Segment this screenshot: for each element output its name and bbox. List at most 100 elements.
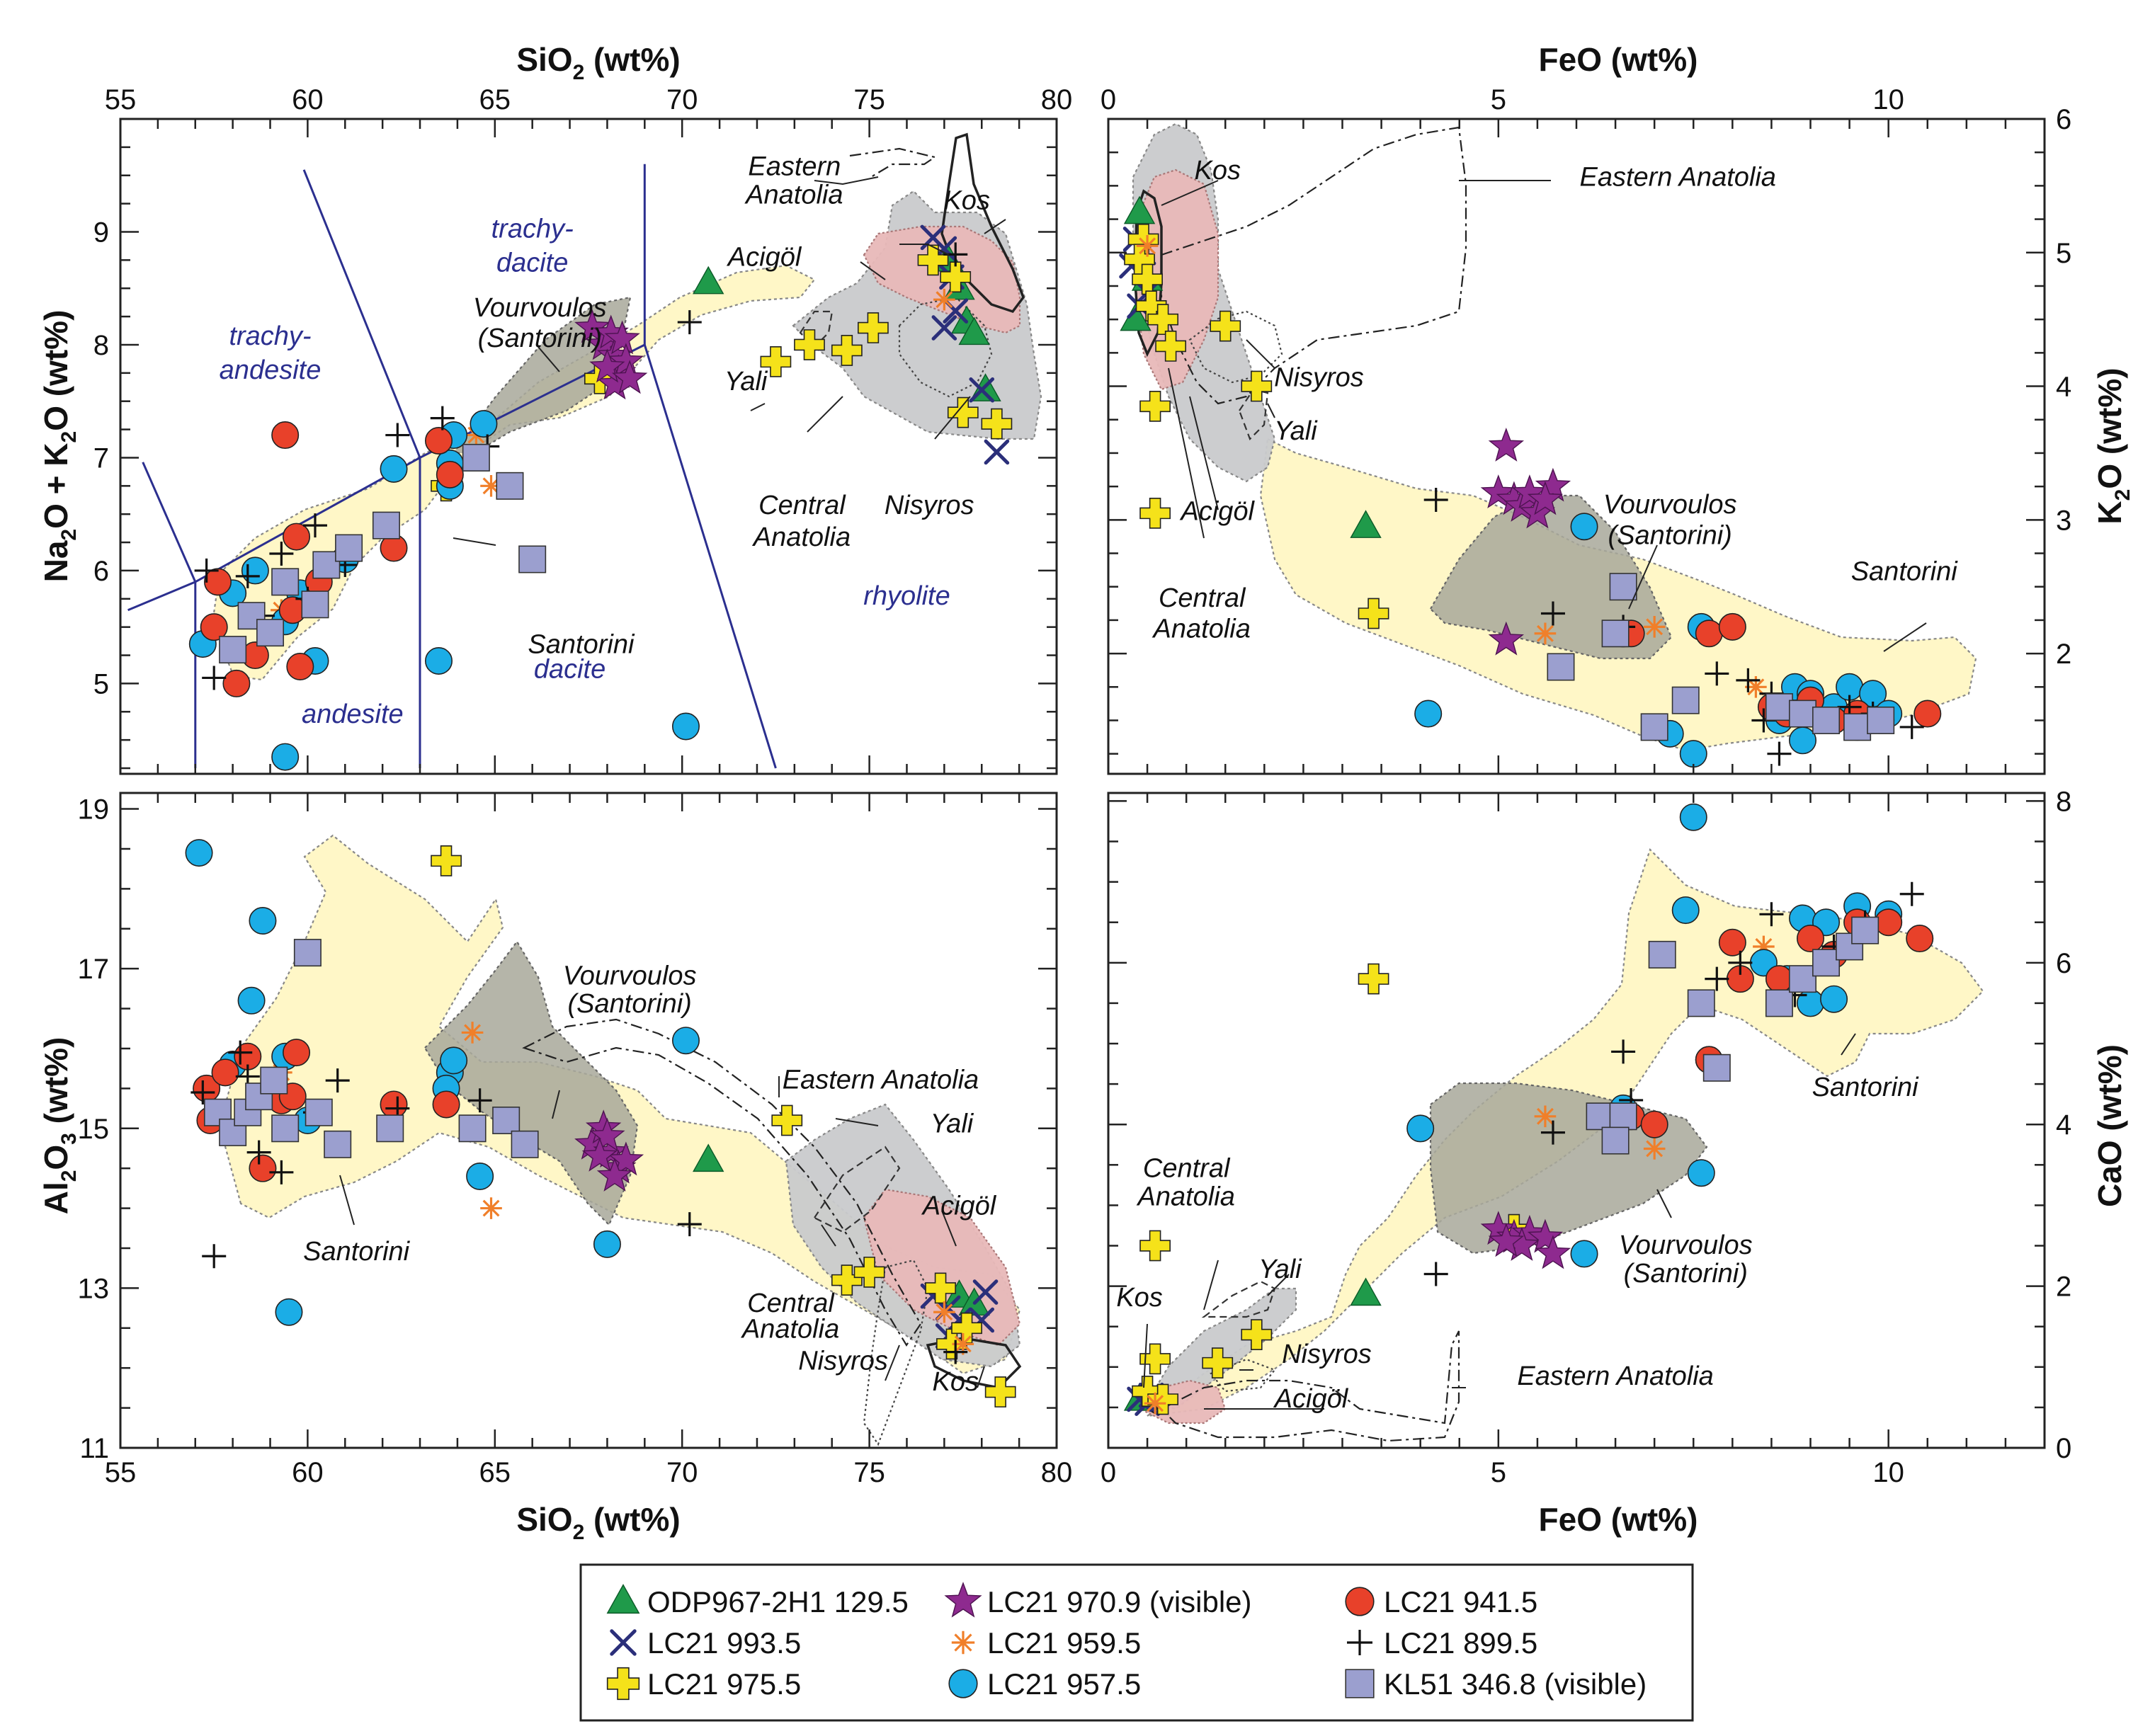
- data-point-plus: [202, 666, 227, 690]
- data-point-star: [581, 1137, 618, 1172]
- panel-cao-feo: 0 5 10 0 2 4 6 8 FeO (wt%) CaO (wt%) Santorini C…: [1101, 786, 2128, 1538]
- data-point-square: [260, 1066, 288, 1095]
- legend-marker-star: [944, 1582, 982, 1618]
- legend-label: LC21 993.5: [647, 1626, 801, 1660]
- region-label: Acigöl: [1273, 1384, 1349, 1414]
- data-point-star: [1480, 474, 1517, 509]
- data-point-square: [1601, 1126, 1630, 1155]
- y-tick-label: 5: [93, 668, 109, 699]
- k2o-region-labels: Kos Eastern Anatolia Nisyros Yali Acigöl Vour…: [1152, 156, 1959, 652]
- data-point-square: [492, 1107, 521, 1135]
- data-point-plus: [246, 1140, 271, 1165]
- data-point-cross: [760, 346, 792, 377]
- data-point-square: [301, 590, 329, 619]
- data-point-circle: [424, 427, 453, 455]
- leader-line: [339, 1175, 355, 1226]
- leader-line: [1841, 1033, 1856, 1056]
- region-label: Kos: [932, 1367, 978, 1397]
- y-tick-label: 13: [78, 1273, 110, 1304]
- legend-item: LC21 941.5: [1345, 1585, 1537, 1618]
- leader-line: [538, 346, 560, 372]
- data-point-square: [1671, 686, 1700, 714]
- data-point-square: [271, 568, 300, 596]
- data-point-star: [604, 320, 640, 355]
- cao-frame: [1107, 792, 2046, 1449]
- data-point-plus: [1899, 881, 1924, 906]
- leader-line: [1267, 403, 1275, 418]
- data-point-cross: [1358, 963, 1389, 995]
- data-point-cross: [1139, 1230, 1171, 1262]
- data-point-star: [1488, 427, 1524, 462]
- data-point-asterisk: [1745, 675, 1767, 698]
- data-point-plus: [228, 1040, 253, 1065]
- data-point-asterisk: [1643, 616, 1666, 638]
- data-point-square: [376, 1114, 404, 1143]
- panel-al2o3-sio2: 55 60 65 70 75 80 11 13 15 17 19 SiO2 (wt%) Al2O3 …: [38, 792, 1073, 1544]
- data-point-circle: [671, 1027, 700, 1055]
- data-point-square: [1702, 1053, 1731, 1082]
- region-label: Nisyros: [885, 491, 974, 520]
- data-point-cross: [984, 1376, 1016, 1407]
- data-point-circle: [432, 1090, 460, 1119]
- data-point-x: [969, 377, 995, 403]
- region-vourvoulos: [1429, 494, 1673, 660]
- legend-frame: [579, 1563, 1694, 1722]
- data-point-cross: [1358, 598, 1389, 629]
- data-point-star: [1488, 621, 1524, 656]
- data-point-plus: [1611, 1039, 1636, 1064]
- region-yali: [1238, 388, 1269, 440]
- data-point-cross: [794, 329, 825, 360]
- data-point-circle: [1797, 989, 1825, 1017]
- leader-line: [1883, 622, 1927, 652]
- k2o-frame: [1107, 118, 2046, 775]
- leader-line: [885, 1344, 900, 1381]
- data-point-circle: [380, 455, 408, 483]
- k2o-ticks: 0 5 10 2 3 4 5 6: [1101, 84, 2071, 774]
- x-tick-label: 80: [1041, 1457, 1073, 1488]
- data-point-cross: [981, 408, 1013, 440]
- leader-line: [984, 219, 1006, 234]
- leader-line: [1161, 180, 1219, 206]
- data-point-square: [496, 472, 524, 500]
- k2o-y-axis-title: K2O (wt%): [2091, 367, 2134, 524]
- classification-label: trachy-: [229, 321, 311, 351]
- data-point-cross: [858, 312, 889, 343]
- data-point-square: [1609, 1102, 1637, 1131]
- data-point-square: [1765, 989, 1793, 1017]
- data-point-cross: [1241, 370, 1273, 402]
- data-point-circle: [380, 1090, 408, 1119]
- region-label: Yali: [1258, 1255, 1302, 1284]
- data-point-circle: [1718, 928, 1746, 956]
- tas-boundary-line: [127, 343, 645, 612]
- data-point-plus: [677, 1212, 702, 1237]
- data-point-square: [372, 511, 400, 539]
- data-point-plus: [467, 1088, 492, 1113]
- data-point-cross: [1147, 1383, 1178, 1415]
- x-tick-label: 70: [666, 1457, 698, 1488]
- y-tick-label: 9: [93, 217, 109, 248]
- data-point-circle: [185, 839, 213, 867]
- region-label: Eastern: [748, 152, 841, 182]
- x-tick-label: 55: [105, 1457, 137, 1488]
- data-point-cross: [1139, 498, 1171, 529]
- region-label: Anatolia: [752, 522, 851, 552]
- data-point-plus: [430, 406, 455, 430]
- data-point-asterisk: [1534, 622, 1557, 645]
- region-label: Vourvoulos: [1619, 1230, 1753, 1260]
- legend: ODP967-2H1 129.5 LC21 970.9 (visible) LC21…: [579, 1563, 1694, 1722]
- leader-line: [899, 244, 950, 256]
- data-point-square: [1547, 653, 1575, 681]
- tas-y-axis-title: Na2O + K2O (wt%): [38, 310, 81, 583]
- leader-line: [1168, 367, 1205, 539]
- data-point-cross: [1155, 331, 1187, 362]
- data-point-cross: [771, 1104, 803, 1136]
- region-label: Acigöl: [921, 1192, 997, 1221]
- legend-marker-circle: [1345, 1587, 1375, 1616]
- region-label: Santorini: [1851, 556, 1959, 586]
- tas-top-axis-title: SiO2 (wt%): [516, 41, 680, 84]
- legend-item: LC21 957.5: [948, 1667, 1141, 1701]
- data-point-cross: [853, 1256, 885, 1288]
